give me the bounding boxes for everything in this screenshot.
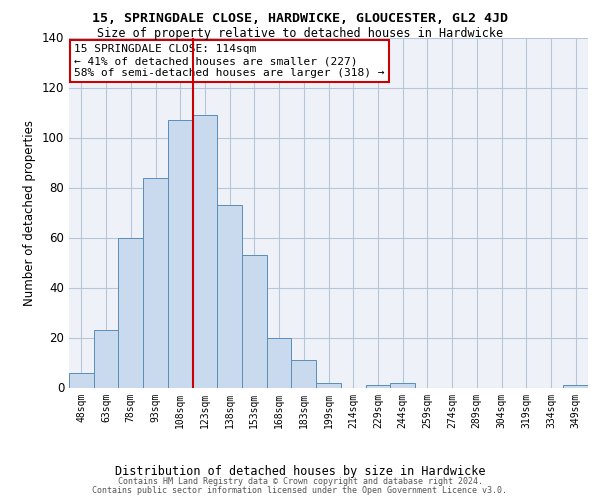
Bar bbox=[242, 255, 267, 388]
Bar bbox=[390, 382, 415, 388]
Y-axis label: Number of detached properties: Number of detached properties bbox=[23, 120, 36, 306]
Bar bbox=[292, 360, 316, 388]
Text: 15 SPRINGDALE CLOSE: 114sqm
← 41% of detached houses are smaller (227)
58% of se: 15 SPRINGDALE CLOSE: 114sqm ← 41% of det… bbox=[74, 44, 385, 78]
Bar bbox=[118, 238, 143, 388]
Bar bbox=[193, 115, 217, 388]
Bar bbox=[316, 382, 341, 388]
Bar bbox=[267, 338, 292, 388]
Text: Contains HM Land Registry data © Crown copyright and database right 2024.: Contains HM Land Registry data © Crown c… bbox=[118, 477, 482, 486]
Bar bbox=[143, 178, 168, 388]
Text: Distribution of detached houses by size in Hardwicke: Distribution of detached houses by size … bbox=[115, 465, 485, 478]
Bar bbox=[217, 205, 242, 388]
Text: 15, SPRINGDALE CLOSE, HARDWICKE, GLOUCESTER, GL2 4JD: 15, SPRINGDALE CLOSE, HARDWICKE, GLOUCES… bbox=[92, 12, 508, 26]
Bar bbox=[365, 385, 390, 388]
Bar bbox=[168, 120, 193, 388]
Bar bbox=[563, 385, 588, 388]
Bar bbox=[94, 330, 118, 388]
Text: Size of property relative to detached houses in Hardwicke: Size of property relative to detached ho… bbox=[97, 28, 503, 40]
Text: Contains public sector information licensed under the Open Government Licence v3: Contains public sector information licen… bbox=[92, 486, 508, 495]
Bar bbox=[69, 372, 94, 388]
